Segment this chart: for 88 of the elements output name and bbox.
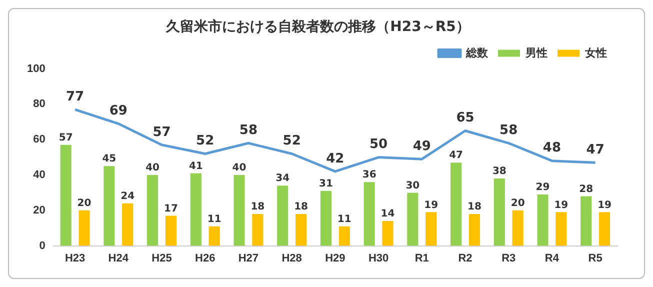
- x-tick-label: H24: [108, 252, 130, 264]
- data-label: 38: [492, 166, 506, 178]
- y-tick-label: 0: [39, 240, 46, 252]
- data-label: 40: [146, 162, 160, 174]
- bar: [580, 196, 592, 246]
- y-tick-label: 40: [33, 169, 46, 182]
- legend-label: 女性: [584, 46, 607, 60]
- x-tick-label: H29: [325, 252, 346, 264]
- bar: [234, 175, 245, 246]
- data-label: 58: [239, 123, 258, 138]
- bar: [165, 216, 176, 246]
- bar: [512, 210, 524, 246]
- data-label: 18: [250, 202, 265, 213]
- bar: [320, 190, 332, 246]
- bar: [537, 194, 548, 246]
- bar: [382, 221, 394, 246]
- chart-title: 久留米市における自殺者数の推移（H23～R5）: [165, 18, 470, 36]
- bar: [104, 166, 115, 246]
- data-label: 48: [542, 140, 562, 156]
- bar: [296, 214, 307, 246]
- data-label: 58: [500, 123, 518, 138]
- x-tick-label: R4: [544, 252, 560, 264]
- data-label: 11: [207, 214, 222, 225]
- legend-label: 総数: [465, 46, 489, 60]
- x-tick-label: H25: [152, 252, 172, 264]
- y-tick-label: 100: [26, 62, 46, 75]
- data-label: 30: [406, 180, 420, 192]
- data-label: 36: [362, 170, 376, 181]
- data-label: 47: [586, 142, 604, 158]
- x-tick-label: H26: [195, 252, 216, 264]
- data-label: 11: [337, 214, 352, 225]
- data-label: 42: [326, 151, 344, 166]
- y-tick-label: 20: [33, 204, 46, 216]
- bar: [147, 175, 158, 246]
- data-label: 18: [294, 202, 308, 213]
- data-label: 77: [66, 89, 84, 104]
- bar: [494, 178, 505, 246]
- y-tick-label: 60: [33, 134, 46, 146]
- x-tick-label: R3: [502, 252, 516, 264]
- data-label: 18: [468, 202, 482, 213]
- x-tick-label: H28: [282, 252, 302, 264]
- legend-label: 男性: [524, 46, 548, 60]
- data-label: 24: [120, 190, 135, 202]
- bar: [556, 212, 567, 246]
- data-label: 28: [579, 184, 594, 195]
- data-label: 49: [412, 138, 431, 154]
- data-label: 65: [456, 110, 474, 126]
- bar: [78, 210, 90, 246]
- data-label: 19: [598, 200, 612, 211]
- data-label: 20: [77, 198, 92, 209]
- data-label: 19: [424, 200, 438, 211]
- x-tick-label: R2: [458, 252, 472, 264]
- bar: [338, 226, 350, 246]
- x-tick-label: R1: [414, 252, 429, 264]
- data-label: 50: [369, 137, 388, 152]
- bar: [599, 212, 610, 246]
- data-label: 29: [536, 182, 550, 194]
- data-label: 52: [196, 134, 214, 149]
- data-label: 20: [510, 198, 525, 209]
- bar: [60, 144, 72, 246]
- x-tick-label: H23: [64, 252, 86, 264]
- bar: [426, 212, 437, 246]
- data-label: 17: [164, 203, 178, 214]
- x-tick-label: R5: [588, 252, 602, 264]
- bar: [122, 203, 134, 246]
- data-label: 69: [109, 104, 128, 119]
- data-label: 52: [282, 134, 301, 149]
- y-tick-label: 80: [33, 98, 46, 110]
- bar: [468, 214, 480, 246]
- data-label: 31: [319, 178, 333, 190]
- bar: [277, 186, 288, 246]
- data-label: 57: [58, 132, 73, 144]
- bar: [190, 173, 202, 246]
- bar: [252, 214, 264, 246]
- data-label: 40: [232, 162, 246, 174]
- x-tick-label: H30: [368, 252, 389, 264]
- bar: [407, 192, 418, 246]
- bar: [208, 226, 220, 246]
- x-tick-label: H27: [238, 252, 259, 264]
- data-label: 45: [102, 154, 116, 165]
- data-label: 14: [380, 208, 395, 220]
- data-label: 41: [188, 160, 203, 172]
- data-label: 47: [449, 150, 464, 162]
- bar: [450, 162, 462, 246]
- data-label: 57: [152, 124, 171, 140]
- data-label: 19: [554, 200, 568, 211]
- data-label: 34: [276, 173, 290, 184]
- bar: [364, 182, 375, 246]
